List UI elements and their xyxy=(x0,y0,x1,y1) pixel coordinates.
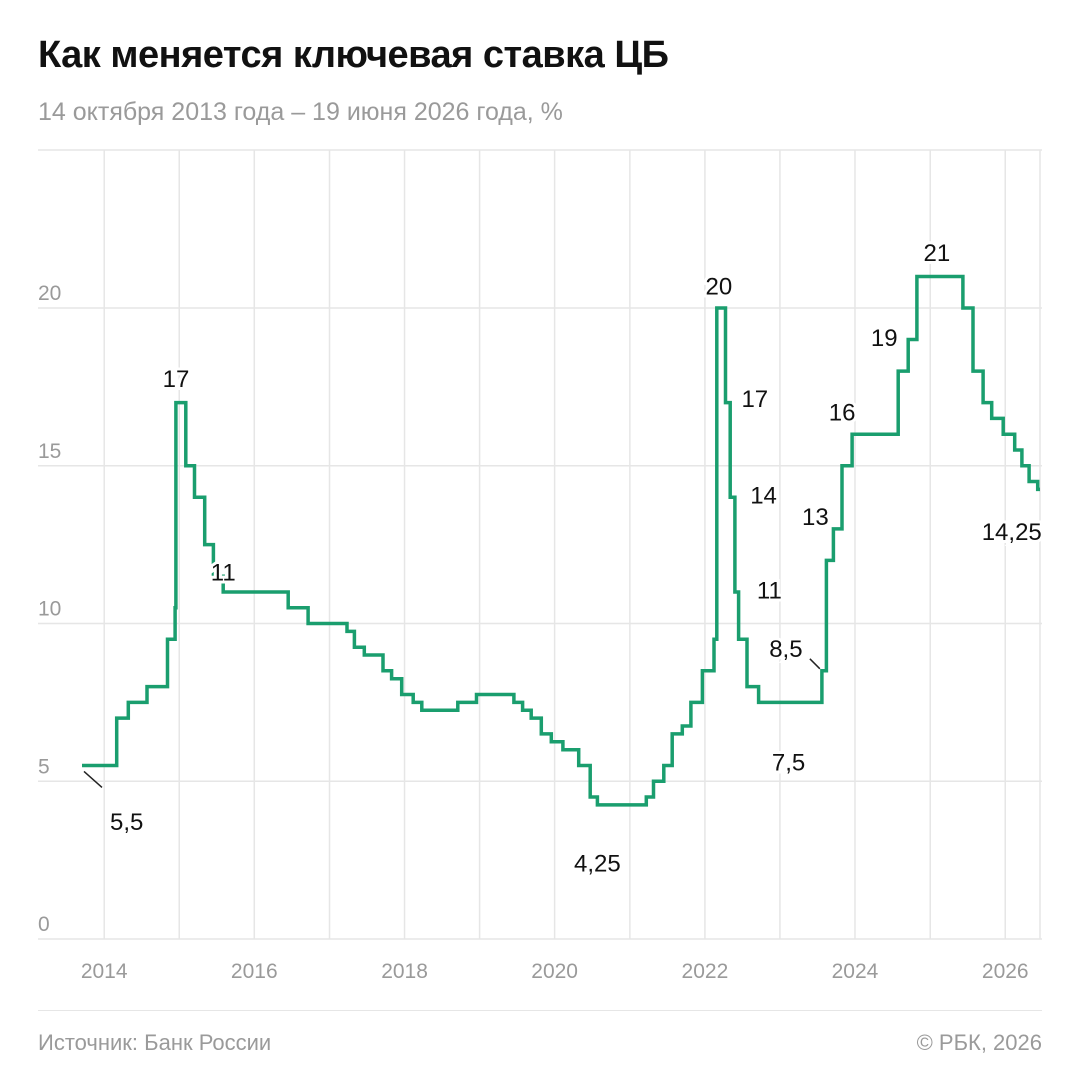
y-tick-label: 5 xyxy=(38,755,50,778)
copyright-note: © РБК, 2026 xyxy=(916,1030,1042,1055)
y-tick-label: 10 xyxy=(38,598,61,621)
annotation-leader xyxy=(83,770,103,789)
x-tick-label: 2020 xyxy=(531,960,578,983)
data-label: 14 xyxy=(750,483,777,510)
data-label: 19 xyxy=(871,325,898,352)
data-label: 13 xyxy=(802,504,829,531)
x-tick-label: 2014 xyxy=(81,960,128,983)
x-tick-label: 2016 xyxy=(231,960,278,983)
data-label: 16 xyxy=(829,400,856,427)
x-tick-label: 2018 xyxy=(381,960,428,983)
y-tick-label: 20 xyxy=(38,282,61,305)
y-tick-label: 0 xyxy=(38,913,50,936)
data-label: 8,5 xyxy=(769,636,802,663)
rate-series-line xyxy=(82,274,1040,807)
footer-divider xyxy=(38,1010,1042,1011)
data-label: 21 xyxy=(924,240,951,267)
data-label: 7,5 xyxy=(772,750,805,777)
y-tick-label: 15 xyxy=(38,440,61,463)
data-label: 20 xyxy=(705,273,732,300)
x-tick-label: 2024 xyxy=(832,960,879,983)
data-label: 11 xyxy=(211,559,236,586)
annotation-leader xyxy=(809,658,821,670)
data-label: 11 xyxy=(757,577,782,604)
data-label: 4,25 xyxy=(574,850,621,877)
data-label: 14,25 xyxy=(982,519,1042,546)
x-tick-label: 2022 xyxy=(682,960,729,983)
data-label: 17 xyxy=(163,366,190,393)
data-label: 5,5 xyxy=(110,809,143,836)
chart-subtitle: 14 октября 2013 года – 19 июня 2026 года… xyxy=(38,98,563,126)
source-note: Источник: Банк России xyxy=(38,1030,272,1055)
x-tick-label: 2026 xyxy=(982,960,1029,983)
data-label: 17 xyxy=(741,386,768,413)
chart-title: Как меняется ключевая ставка ЦБ xyxy=(38,34,669,76)
